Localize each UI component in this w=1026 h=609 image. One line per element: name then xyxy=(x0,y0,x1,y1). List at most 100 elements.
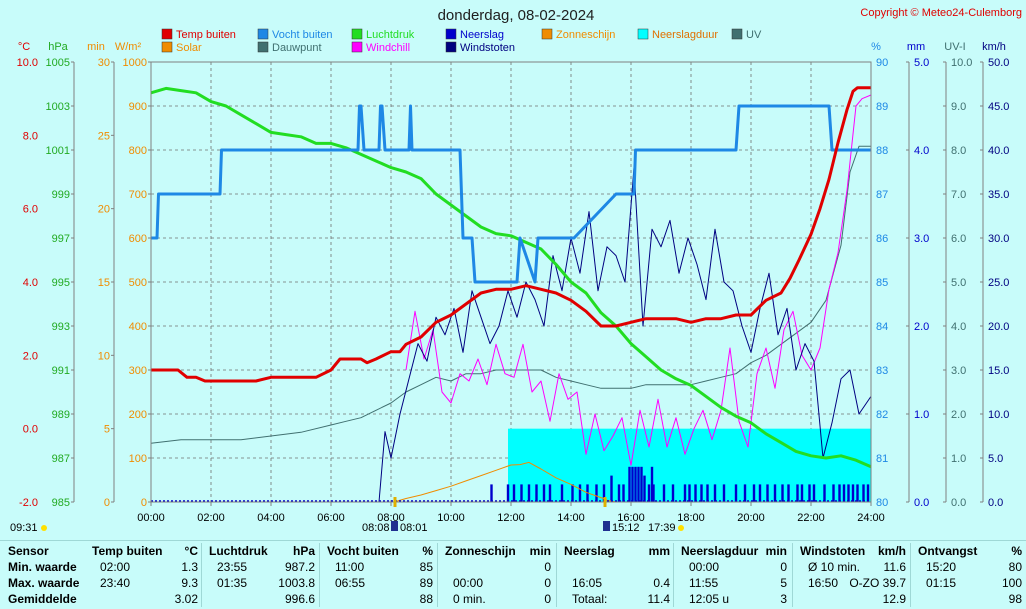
stats-column-unit: km/h xyxy=(877,544,906,558)
wind-tick-label: 20.0 xyxy=(988,321,1009,333)
legend-label: Neerslagduur xyxy=(652,29,718,41)
solar-tick-label: 900 xyxy=(129,101,147,113)
stats-column: Temp buiten °C 02:00 1.3 23:40 9.3 3.02 xyxy=(88,543,200,609)
stats-column-title: Neerslagduur xyxy=(681,544,759,558)
humidity-tick-label: 83 xyxy=(876,365,888,377)
stats-column-title: Vocht buiten xyxy=(327,544,399,558)
uv-tick-label: 7.0 xyxy=(951,189,966,201)
legend-swatch xyxy=(161,28,173,40)
legend-label: UV xyxy=(746,29,762,41)
time-tick-label: 04:00 xyxy=(257,512,285,524)
pressure-tick-label: 989 xyxy=(52,409,70,421)
stats-divider xyxy=(319,543,320,607)
rain-bar xyxy=(578,484,582,502)
rain-bar xyxy=(560,484,564,502)
rain-bar xyxy=(548,484,552,502)
stats-time: 15:20 xyxy=(926,560,957,574)
stats-column-unit: mm xyxy=(648,544,670,558)
temp-tick-label: 4.0 xyxy=(23,277,38,289)
stats-row-label: Min. waarde xyxy=(8,560,77,574)
legend-label: Zonneschijn xyxy=(556,29,615,41)
solar-tick-label: 200 xyxy=(129,409,147,421)
stats-column: Zonneschijn min 0 00:00 0 0 min. 0 xyxy=(441,543,553,609)
stats-column-unit: min xyxy=(765,544,787,558)
rain-tick-label: 0.0 xyxy=(914,497,929,509)
stats-value: 3.02 xyxy=(174,592,198,606)
uv-tick-label: 0.0 xyxy=(951,497,966,509)
rain-bar xyxy=(823,484,826,502)
uv-tick-label: 1.0 xyxy=(951,453,966,465)
stats-time: 01:35 xyxy=(217,576,248,590)
rain-bar xyxy=(595,484,598,502)
stats-value: 89 xyxy=(419,576,433,590)
stats-time: 00:00 xyxy=(453,576,484,590)
humidity-tick-label: 80 xyxy=(876,497,888,509)
rain-bar xyxy=(851,484,855,502)
solar-tick-label: 600 xyxy=(129,233,147,245)
uv-tick-label: 4.0 xyxy=(951,321,966,333)
stats-time: 16:05 xyxy=(572,576,603,590)
stats-value: 0 xyxy=(780,560,787,574)
legend-label: Windstoten xyxy=(460,42,515,54)
humidity-axis-unit: % xyxy=(871,41,881,53)
stats-row-label: Sensor xyxy=(8,544,49,558)
sun-icon xyxy=(41,525,47,531)
rain-bar xyxy=(800,484,804,502)
humidity-tick-label: 88 xyxy=(876,145,888,157)
rain-bar xyxy=(866,484,870,502)
stats-column-title: Zonneschijn xyxy=(445,544,516,558)
minutes-tick-label: 10 xyxy=(98,350,110,362)
legend-swatch xyxy=(445,28,457,40)
stats-value: 88 xyxy=(419,592,433,606)
rain-bar xyxy=(602,484,606,502)
legend-label: Luchtdruk xyxy=(366,29,415,41)
rain-bar xyxy=(617,484,621,502)
sunset-time-a: 15:12 xyxy=(612,522,640,534)
rain-bar xyxy=(647,484,651,502)
rain-bar xyxy=(640,466,643,502)
wind-tick-label: 5.0 xyxy=(988,453,1003,465)
series-windstoten xyxy=(378,167,872,503)
rain-bar xyxy=(643,475,646,502)
pressure-tick-label: 985 xyxy=(52,497,70,509)
rain-bar xyxy=(694,484,697,502)
stats-time: 23:55 xyxy=(217,560,248,574)
rain-bar xyxy=(847,484,850,502)
wind-tick-label: 10.0 xyxy=(988,409,1009,421)
uv-tick-label: 6.0 xyxy=(951,233,966,245)
time-tick-label: 16:00 xyxy=(617,512,645,524)
rain-bar xyxy=(773,484,777,502)
stats-time: 16:50 xyxy=(808,576,839,590)
rain-tick-label: 4.0 xyxy=(914,145,929,157)
stats-value: 987.2 xyxy=(284,560,315,574)
stats-row-label: Gemiddelde xyxy=(8,592,77,606)
rain-bar xyxy=(622,484,625,502)
rain-bar xyxy=(688,484,691,502)
minutes-tick-label: 20 xyxy=(98,204,110,216)
stats-row-label: Max. waarde xyxy=(8,576,80,590)
uv-tick-label: 5.0 xyxy=(951,277,966,289)
stats-column: Windstoten km/h Ø 10 min. 11.6 16:50 O-ZO 39.… xyxy=(796,543,908,609)
pressure-tick-label: 997 xyxy=(52,233,70,245)
minutes-tick-label: 15 xyxy=(98,277,110,289)
stats-divider xyxy=(556,543,557,607)
stats-column: Luchtdruk hPa 23:55 987.2 01:35 1003.8 996.6 xyxy=(205,543,317,609)
chart-title: donderdag, 08-02-2024 xyxy=(438,7,595,24)
rain-bar xyxy=(535,484,538,502)
minutes-tick-label: 5 xyxy=(104,424,110,436)
sunrise-time-a: 08:08 xyxy=(362,522,390,534)
rain-bar xyxy=(856,484,859,502)
wind-tick-label: 45.0 xyxy=(988,101,1009,113)
copyright-link[interactable]: Copyright © Meteo24-Culemborg xyxy=(860,7,1022,19)
time-tick-label: 24:00 xyxy=(857,512,885,524)
stats-time: 11:00 xyxy=(335,560,365,574)
series-vocht-buiten xyxy=(151,104,871,284)
legend-swatch xyxy=(731,28,743,40)
stats-value: 1.3 xyxy=(181,560,198,574)
legend-label: Vocht buiten xyxy=(272,29,333,41)
stats-divider xyxy=(437,543,438,607)
stats-value: 11.6 xyxy=(883,560,906,574)
pressure-tick-label: 987 xyxy=(52,453,70,465)
stats-column-title: Luchtdruk xyxy=(209,544,268,558)
rain-bar xyxy=(520,484,523,502)
